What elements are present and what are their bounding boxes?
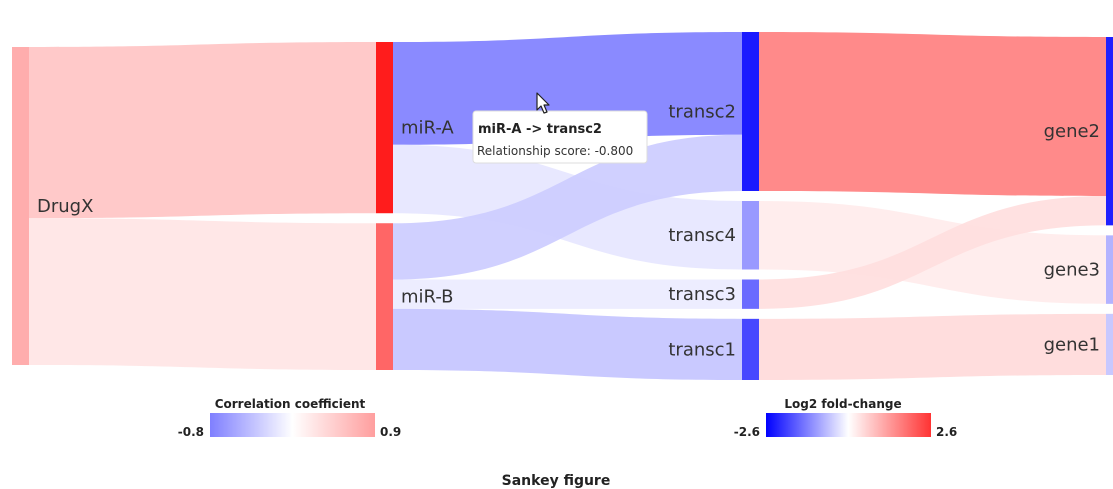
node-transc4[interactable] (742, 201, 759, 270)
link-transc1-to-gene1[interactable] (759, 313, 1106, 380)
link-DrugX-to-miR-B[interactable] (29, 218, 376, 370)
link-transc3-to-gene2[interactable] (759, 196, 1106, 309)
node-label-transc3: transc3 (668, 284, 736, 305)
node-miR-A[interactable] (376, 42, 393, 214)
legend-correlation-gradient-bar (210, 413, 375, 437)
node-label-gene1: gene1 (1044, 334, 1100, 355)
node-label-transc4: transc4 (668, 225, 736, 246)
sankey-node-labels: DrugX miR-A miR-B transc2 transc4 transc3 tran… (37, 102, 1100, 361)
node-label-gene2: gene2 (1044, 121, 1100, 142)
legend-log2fc: Log2 fold-change -2.6 2.6 (734, 397, 958, 439)
node-DrugX[interactable] (12, 47, 29, 365)
node-label-miR-A: miR-A (401, 118, 454, 139)
node-transc3[interactable] (742, 279, 759, 309)
mouse-cursor-icon (536, 92, 550, 114)
node-label-miR-B: miR-B (401, 287, 454, 308)
node-label-gene3: gene3 (1044, 260, 1100, 281)
node-label-transc1: transc1 (668, 339, 736, 360)
legend-correlation-min: -0.8 (178, 425, 204, 439)
sankey-nodes (12, 32, 1113, 380)
tooltip-title: miR-A -> transc2 (478, 122, 602, 137)
node-label-transc2: transc2 (668, 102, 736, 123)
node-gene1[interactable] (1106, 313, 1113, 375)
legend-correlation-max: 0.9 (380, 425, 401, 439)
node-gene2[interactable] (1106, 37, 1113, 226)
node-label-DrugX: DrugX (37, 196, 93, 217)
legend-log2fc-gradient-bar (766, 413, 931, 437)
node-gene3[interactable] (1106, 235, 1113, 304)
link-miR-B-to-transc3[interactable] (393, 279, 742, 309)
link-miR-B-to-transc1[interactable] (393, 308, 742, 380)
link-tooltip: miR-A -> transc2 Relationship score: -0.… (472, 110, 648, 164)
link-miR-B-to-transc2[interactable] (393, 134, 742, 280)
link-transc2-to-gene2[interactable] (759, 32, 1106, 196)
legend-correlation-title: Correlation coefficient (215, 397, 366, 411)
node-miR-B[interactable] (376, 223, 393, 370)
sankey-links (29, 32, 1106, 380)
tooltip-body: Relationship score: -0.800 (477, 144, 633, 158)
legend-log2fc-max: 2.6 (936, 425, 957, 439)
tooltip-box (472, 110, 648, 164)
link-DrugX-to-miR-A[interactable] (29, 42, 376, 219)
node-transc1[interactable] (742, 318, 759, 380)
figure-caption: Sankey figure (502, 473, 611, 489)
legend-log2fc-min: -2.6 (734, 425, 760, 439)
legend-correlation: Correlation coefficient -0.8 0.9 (178, 397, 402, 439)
node-transc2[interactable] (742, 32, 759, 191)
legend-log2fc-title: Log2 fold-change (784, 397, 901, 411)
